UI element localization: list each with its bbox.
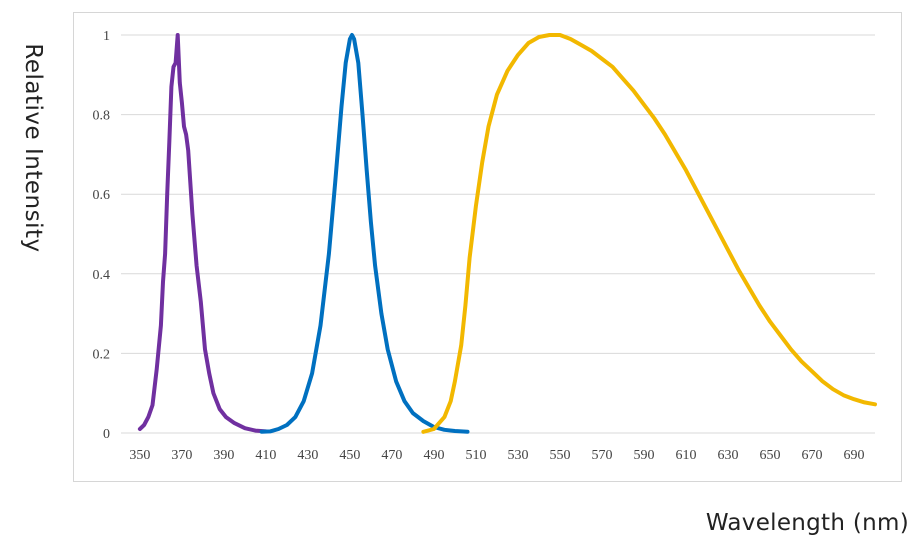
series-line-3 <box>421 33 877 434</box>
x-tick-label: 350 <box>129 448 150 463</box>
x-tick-label: 410 <box>255 448 276 463</box>
y-tick-labels: 0 0.2 0.4 0.6 0.8 1 <box>93 29 111 442</box>
y-tick-label: 0 <box>103 427 110 442</box>
gridlines <box>121 34 875 434</box>
series-lines <box>137 33 877 434</box>
y-tick-label: 0.2 <box>93 347 111 362</box>
y-tick-label: 1 <box>103 29 110 44</box>
x-tick-label: 610 <box>675 448 696 463</box>
x-tick-label: 550 <box>549 448 570 463</box>
x-tick-label: 630 <box>717 448 738 463</box>
x-tick-label: 490 <box>423 448 444 463</box>
y-tick-label: 0.6 <box>93 188 111 203</box>
x-tick-label: 570 <box>591 448 612 463</box>
x-tick-label: 470 <box>381 448 402 463</box>
x-tick-label: 590 <box>633 448 654 463</box>
x-tick-label: 650 <box>759 448 780 463</box>
x-tick-label: 530 <box>507 448 528 463</box>
x-tick-label: 670 <box>801 448 822 463</box>
x-tick-label: 430 <box>297 448 318 463</box>
y-tick-label: 0.4 <box>93 268 111 283</box>
y-axis-label: Relative Intensity <box>20 43 46 253</box>
x-tick-label: 510 <box>465 448 486 463</box>
y-tick-label: 0.8 <box>93 109 111 124</box>
x-tick-label: 370 <box>171 448 192 463</box>
plot-frame <box>73 12 902 482</box>
x-tick-labels: 350 370 390 410 430 450 470 490 510 530 550 570 590 6… <box>129 448 864 463</box>
x-tick-label: 450 <box>339 448 360 463</box>
series-line-1 <box>137 33 268 434</box>
x-tick-label: 690 <box>843 448 864 463</box>
series-line-2 <box>259 33 470 434</box>
x-tick-label: 390 <box>213 448 234 463</box>
x-axis-label: Wavelength (nm) <box>705 510 909 536</box>
